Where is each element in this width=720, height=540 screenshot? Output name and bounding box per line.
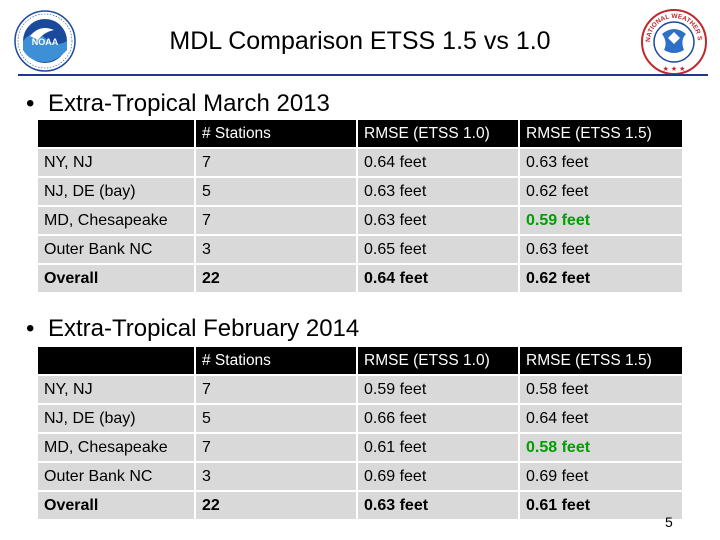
- table-row: MD, Chesapeake 7 0.61 feet 0.58 feet: [38, 434, 684, 463]
- page-number: 5: [665, 514, 673, 530]
- table-cell: 0.59 feet: [358, 376, 520, 405]
- table-cell: 0.63 feet: [520, 149, 684, 178]
- table-cell: MD, Chesapeake: [38, 207, 196, 236]
- section-heading-text: Extra-Tropical March 2013: [48, 90, 330, 117]
- comparison-table: # Stations RMSE (ETSS 1.0) RMSE (ETSS 1.5)…: [38, 347, 684, 521]
- table-cell: 0.64 feet: [358, 265, 520, 294]
- table-cell: NY, NJ: [38, 376, 196, 405]
- table-row: Outer Bank NC 3 0.69 feet 0.69 feet: [38, 463, 684, 492]
- noaa-logo: NOAA: [14, 10, 76, 72]
- table-row: Overall 22 0.63 feet 0.61 feet: [38, 492, 684, 521]
- table-cell: 0.66 feet: [358, 405, 520, 434]
- table-cell: Outer Bank NC: [38, 463, 196, 492]
- table-cell: MD, Chesapeake: [38, 434, 196, 463]
- table-cell: NJ, DE (bay): [38, 405, 196, 434]
- table-cell: 0.69 feet: [520, 463, 684, 492]
- table-cell: 7: [196, 376, 358, 405]
- column-header: # Stations: [196, 347, 358, 376]
- table-cell: 7: [196, 207, 358, 236]
- table-cell: Overall: [38, 265, 196, 294]
- column-header: # Stations: [196, 120, 358, 149]
- table-row: NY, NJ 7 0.59 feet 0.58 feet: [38, 376, 684, 405]
- column-header: [38, 347, 196, 376]
- table-cell: 0.63 feet: [358, 492, 520, 521]
- column-header: [38, 120, 196, 149]
- slide-title: MDL Comparison ETSS 1.5 vs 1.0: [169, 27, 551, 55]
- table-cell: 0.62 feet: [520, 178, 684, 207]
- table-cell: 0.62 feet: [520, 265, 684, 294]
- table-cell: 7: [196, 149, 358, 178]
- table-row: Outer Bank NC 3 0.65 feet 0.63 feet: [38, 236, 684, 265]
- bullet-icon: •: [26, 90, 35, 117]
- table-row: Overall 22 0.64 feet 0.62 feet: [38, 265, 684, 294]
- section-heading-text: Extra-Tropical February 2014: [48, 315, 360, 342]
- section-heading: • Extra-Tropical March 2013: [26, 90, 330, 118]
- column-header: RMSE (ETSS 1.5): [520, 347, 684, 376]
- table-cell: 5: [196, 178, 358, 207]
- table-cell: 0.69 feet: [358, 463, 520, 492]
- table-cell: 22: [196, 265, 358, 294]
- table-cell: 0.58 feet: [520, 434, 684, 463]
- noaa-logo-text: NOAA: [32, 37, 59, 47]
- table-row: MD, Chesapeake 7 0.63 feet 0.59 feet: [38, 207, 684, 236]
- table-cell: 0.64 feet: [520, 405, 684, 434]
- section-heading: • Extra-Tropical February 2014: [26, 315, 359, 343]
- table-cell: 3: [196, 463, 358, 492]
- table-cell: 0.61 feet: [520, 492, 684, 521]
- table-cell: 0.64 feet: [358, 149, 520, 178]
- table-cell: NJ, DE (bay): [38, 178, 196, 207]
- column-header: RMSE (ETSS 1.0): [358, 347, 520, 376]
- comparison-table: # Stations RMSE (ETSS 1.0) RMSE (ETSS 1.5)…: [38, 120, 684, 294]
- table-cell: 0.63 feet: [358, 178, 520, 207]
- table-cell: NY, NJ: [38, 149, 196, 178]
- bullet-icon: •: [26, 315, 35, 342]
- column-header: RMSE (ETSS 1.5): [520, 120, 684, 149]
- table-cell: Outer Bank NC: [38, 236, 196, 265]
- table-row: NJ, DE (bay) 5 0.66 feet 0.64 feet: [38, 405, 684, 434]
- title-rule: [18, 74, 708, 76]
- table-header-row: # Stations RMSE (ETSS 1.0) RMSE (ETSS 1.5): [38, 347, 684, 376]
- svg-text:★ ★ ★: ★ ★ ★: [663, 65, 686, 73]
- table-cell: 0.63 feet: [358, 207, 520, 236]
- table-cell: 7: [196, 434, 358, 463]
- table-cell: 0.63 feet: [520, 236, 684, 265]
- table-cell: 0.59 feet: [520, 207, 684, 236]
- table-cell: 22: [196, 492, 358, 521]
- table-row: NJ, DE (bay) 5 0.63 feet 0.62 feet: [38, 178, 684, 207]
- table-row: NY, NJ 7 0.64 feet 0.63 feet: [38, 149, 684, 178]
- table-cell: 0.65 feet: [358, 236, 520, 265]
- table-cell: 5: [196, 405, 358, 434]
- table-cell: 0.61 feet: [358, 434, 520, 463]
- national-weather-service-logo: NATIONAL WEATHER SERVICE ★ ★ ★: [640, 8, 707, 75]
- column-header: RMSE (ETSS 1.0): [358, 120, 520, 149]
- table-cell: Overall: [38, 492, 196, 521]
- table-cell: 0.58 feet: [520, 376, 684, 405]
- table-header-row: # Stations RMSE (ETSS 1.0) RMSE (ETSS 1.5): [38, 120, 684, 149]
- table-cell: 3: [196, 236, 358, 265]
